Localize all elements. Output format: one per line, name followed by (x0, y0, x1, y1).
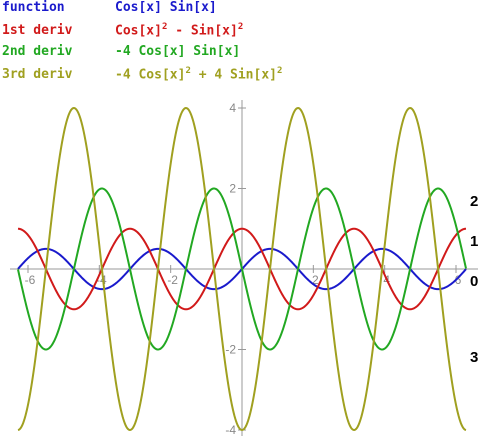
y-tick-label: -4 (225, 423, 236, 437)
series-line-3 (17, 106, 467, 432)
legend-expression: -4 Cos[x]2 + 4 Sin[x]2 (115, 66, 283, 83)
x-tick-label: 6 (455, 273, 462, 287)
curve-label-1: 1 (470, 233, 478, 250)
x-tick-label: -6 (25, 273, 36, 287)
series-line-1 (17, 227, 467, 311)
y-tick-label: 4 (229, 101, 236, 115)
legend-row-2nd-deriv: 2nd deriv -4 Cos[x] Sin[x] (2, 44, 240, 64)
legend-row-1st-deriv: 1st deriv Cos[x]2 - Sin[x]2 (2, 22, 243, 42)
legend-expression: -4 Cos[x] Sin[x] (115, 44, 241, 59)
curve-label-2: 2 (470, 193, 478, 210)
x-tick-label: -4 (96, 273, 107, 287)
legend-row-3rd-deriv: 3rd deriv -4 Cos[x]2 + 4 Sin[x]2 (2, 66, 282, 86)
legend-name: 3rd deriv (2, 67, 73, 83)
y-tick-label: -2 (225, 343, 236, 357)
axes: -6 -4 -2 2 4 6-4-224 (10, 100, 478, 437)
legend-expression: Cos[x]2 - Sin[x]2 (115, 22, 244, 39)
curve-labels: 0 1 2 3 (470, 193, 478, 366)
legend-name: 1st deriv (2, 23, 73, 39)
legend: function Cos[x] Sin[x] 1st deriv Cos[x]2… (0, 0, 500, 90)
curve-label-3: 3 (470, 349, 478, 366)
legend-expression: Cos[x] Sin[x] (115, 0, 217, 15)
y-tick-label: 2 (229, 182, 236, 196)
legend-name: 2nd deriv (2, 44, 73, 59)
curve-label-0: 0 (470, 273, 478, 290)
curves (17, 106, 467, 432)
x-tick-label: 2 (312, 273, 319, 287)
x-tick-label: -2 (167, 273, 178, 287)
legend-row-function: function Cos[x] Sin[x] (2, 0, 217, 20)
legend-name: function (2, 0, 65, 15)
series-line-2 (17, 187, 467, 351)
